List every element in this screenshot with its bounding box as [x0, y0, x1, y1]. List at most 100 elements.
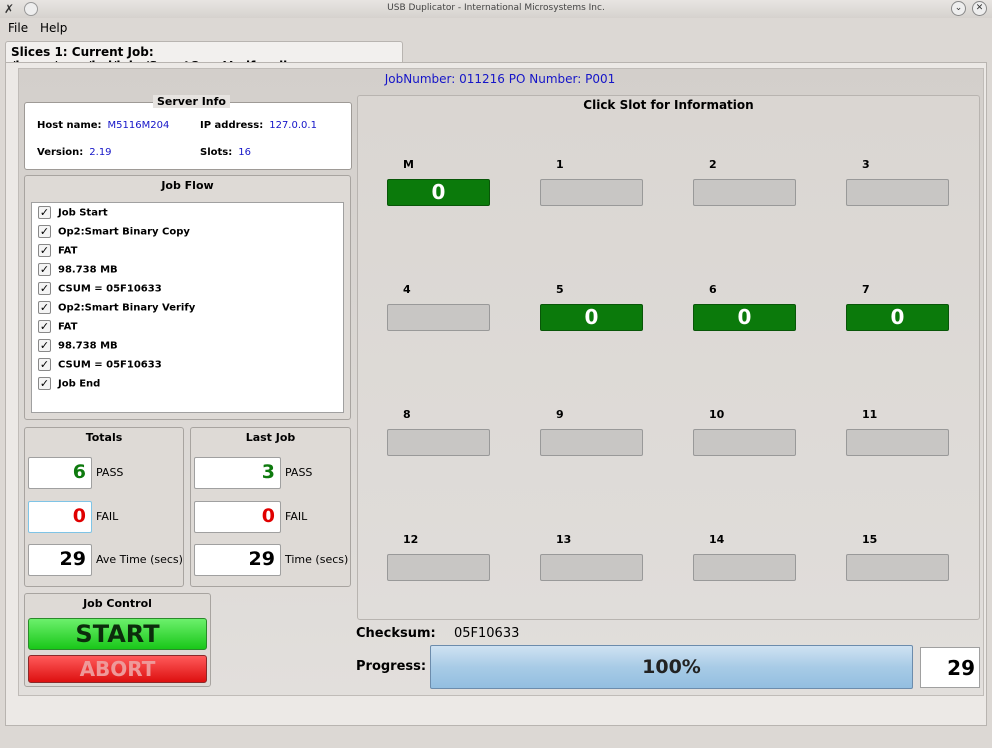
- slot-1[interactable]: [540, 179, 643, 206]
- slot-13[interactable]: [540, 554, 643, 581]
- last-job-fail-value: 0: [194, 501, 281, 533]
- slots-count-value: 16: [238, 147, 251, 158]
- last-job-title: Last Job: [245, 431, 296, 444]
- slot-label: 1: [556, 158, 564, 171]
- checkbox-icon[interactable]: ✓: [38, 377, 51, 390]
- start-button[interactable]: START: [28, 618, 207, 650]
- minimize-button[interactable]: ⌄: [951, 1, 966, 16]
- server-info-title: Server Info: [153, 95, 230, 108]
- job-control-title: Job Control: [83, 597, 152, 610]
- checkbox-icon[interactable]: ✓: [38, 225, 51, 238]
- job-number: JobNumber: 011216 PO Number: P001: [384, 72, 616, 86]
- job-flow-item-label: FAT: [58, 245, 78, 257]
- job-flow-item-label: Op2:Smart Binary Copy: [58, 226, 190, 238]
- totals-pass-label: PASS: [96, 466, 124, 479]
- slot-5[interactable]: 0: [540, 304, 643, 331]
- slot-12[interactable]: [387, 554, 490, 581]
- job-flow-item[interactable]: ✓ 98.738 MB: [38, 263, 118, 279]
- checkbox-icon[interactable]: ✓: [38, 320, 51, 333]
- slot-label: 3: [862, 158, 870, 171]
- job-flow-list[interactable]: ✓ Job Start ✓ Op2:Smart Binary Copy ✓ FAT ✓ 98.…: [31, 202, 344, 413]
- job-flow-item-label: FAT: [58, 321, 78, 333]
- app-icon: ✗: [4, 2, 15, 16]
- slot-2[interactable]: [693, 179, 796, 206]
- slot-label: 11: [862, 408, 878, 421]
- job-flow-item-label: 98.738 MB: [58, 340, 118, 352]
- slot-label: 6: [709, 283, 717, 296]
- version-value: 2.19: [89, 147, 112, 158]
- host-name: Host name: M5116M204: [37, 120, 170, 131]
- checkbox-icon[interactable]: ✓: [38, 206, 51, 219]
- totals-time-label: Ave Time (secs): [96, 553, 183, 566]
- slot-9[interactable]: [540, 429, 643, 456]
- totals-pass-value: 6: [28, 457, 92, 489]
- job-flow-item-label: Job Start: [58, 207, 108, 219]
- last-job-pass-value: 3: [194, 457, 281, 489]
- totals-time-value: 29: [28, 544, 92, 576]
- checksum-label: Checksum:: [356, 626, 436, 641]
- job-flow-item[interactable]: ✓ Op2:Smart Binary Verify: [38, 301, 195, 317]
- slot-label: 8: [403, 408, 411, 421]
- slot-label: 5: [556, 283, 564, 296]
- job-flow-item[interactable]: ✓ 98.738 MB: [38, 339, 118, 355]
- slot-label: 2: [709, 158, 717, 171]
- title-bar: ✗ USB Duplicator - International Microsy…: [0, 0, 992, 18]
- slot-label: 15: [862, 533, 878, 546]
- menu-bar: File Help: [0, 18, 992, 40]
- slot-11[interactable]: [846, 429, 949, 456]
- slot-label: 12: [403, 533, 419, 546]
- last-job-fail-label: FAIL: [285, 510, 308, 523]
- job-flow-item-label: Job End: [58, 378, 101, 390]
- slot-15[interactable]: [846, 554, 949, 581]
- slot-label: 4: [403, 283, 411, 296]
- host-name-value: M5116M204: [107, 120, 170, 131]
- job-flow-item-label: CSUM = 05F10633: [58, 283, 162, 295]
- elapsed-time-value: 29: [920, 647, 980, 688]
- slot-label: 14: [709, 533, 725, 546]
- slot-10[interactable]: [693, 429, 796, 456]
- job-flow-item[interactable]: ✓ CSUM = 05F10633: [38, 358, 162, 374]
- job-flow-item-label: Op2:Smart Binary Verify: [58, 302, 196, 314]
- pin-button[interactable]: [24, 2, 38, 16]
- slot-3[interactable]: [846, 179, 949, 206]
- job-flow-title: Job Flow: [161, 179, 214, 192]
- slot-4[interactable]: [387, 304, 490, 331]
- job-flow-item[interactable]: ✓ Op2:Smart Binary Copy: [38, 225, 190, 241]
- slot-label: 7: [862, 283, 870, 296]
- tab-current-job[interactable]: Slices 1: Current Job: /home/user/imi/jo…: [5, 41, 403, 73]
- job-flow-item[interactable]: ✓ Job End: [38, 377, 100, 393]
- checkbox-icon[interactable]: ✓: [38, 358, 51, 371]
- last-job-pass-label: PASS: [285, 466, 313, 479]
- checkbox-icon[interactable]: ✓: [38, 282, 51, 295]
- abort-button[interactable]: ABORT: [28, 655, 207, 683]
- close-button[interactable]: ✕: [972, 1, 987, 16]
- menu-help[interactable]: Help: [40, 21, 68, 35]
- slot-M[interactable]: 0: [387, 179, 490, 206]
- job-flow-item[interactable]: ✓ FAT: [38, 320, 77, 336]
- ip-address-value: 127.0.0.1: [269, 120, 317, 131]
- menu-file[interactable]: File: [8, 21, 29, 35]
- checkbox-icon[interactable]: ✓: [38, 301, 51, 314]
- slot-14[interactable]: [693, 554, 796, 581]
- totals-fail-value: 0: [28, 501, 92, 533]
- job-flow-item[interactable]: ✓ CSUM = 05F10633: [38, 282, 162, 298]
- job-flow-item[interactable]: ✓ Job Start: [38, 206, 108, 222]
- last-job-time-label: Time (secs): [285, 553, 349, 566]
- slot-label: 13: [556, 533, 572, 546]
- ip-address: IP address: 127.0.0.1: [200, 120, 317, 131]
- checkbox-icon[interactable]: ✓: [38, 339, 51, 352]
- slot-label: 9: [556, 408, 564, 421]
- job-flow-item[interactable]: ✓ FAT: [38, 244, 77, 260]
- slot-6[interactable]: 0: [693, 304, 796, 331]
- slot-label: 10: [709, 408, 725, 421]
- checkbox-icon[interactable]: ✓: [38, 244, 51, 257]
- job-flow-item-label: CSUM = 05F10633: [58, 359, 162, 371]
- slot-8[interactable]: [387, 429, 490, 456]
- server-info-group: Server Info Host name: M5116M204 IP addre…: [24, 95, 352, 170]
- slot-7[interactable]: 0: [846, 304, 949, 331]
- checkbox-icon[interactable]: ✓: [38, 263, 51, 276]
- totals-title: Totals: [85, 431, 123, 444]
- checksum-value: 05F10633: [454, 626, 520, 641]
- version: Version: 2.19: [37, 147, 112, 158]
- slot-panel-title: Click Slot for Information: [583, 98, 754, 112]
